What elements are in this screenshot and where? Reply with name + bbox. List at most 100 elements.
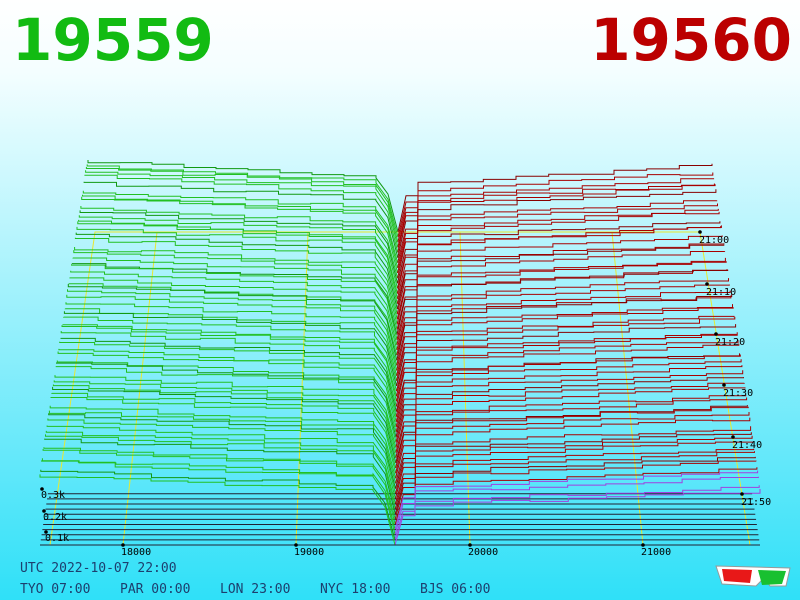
ask-depth-line [395,365,743,428]
ask-depth-line [395,340,739,402]
ask-depth-line [396,307,734,371]
bid-depth-line [45,430,396,505]
bid-depth-line [56,360,397,433]
ask-depth-line [396,284,730,346]
ask-depth-line [396,257,726,320]
time-label: 21:10 [706,287,736,298]
bid-depth-line [45,434,396,510]
time-tick [740,492,744,496]
bid-depth-line [40,469,396,541]
ask-depth-line [396,324,737,387]
bid-depth-line [47,418,396,494]
bid-depth-line [61,325,397,402]
ask-depth-line [395,412,750,474]
city-time: PAR 00:00 [120,582,190,597]
depth-label: 0.3k [41,490,65,501]
ask-depth-line [394,448,755,505]
ask-depth-line [397,184,716,253]
ask-depth-line [397,221,721,284]
bid-depth-line [41,458,396,530]
ask-depth-line [396,251,726,315]
depth-tick [44,530,48,534]
bid-depth-line [49,405,397,479]
bid-depth-line [85,167,399,243]
ask-depth-line [395,359,742,423]
ask-depth-line [394,441,754,499]
ask-depth-line [396,304,733,366]
time-tick [705,282,709,286]
bid-depth-line [60,331,397,407]
bid-depth-line [84,174,399,253]
city-time: TYO 07:00 [20,582,90,597]
bid-depth-line [39,474,396,546]
ask-depth-line [395,395,747,453]
time-tick [714,332,718,336]
plot: 18000 19000 20000 21000 21:00 21:10 21:20 21:30… [39,160,771,558]
bid-depth-line [59,341,397,417]
depth-label: 0.2k [43,512,67,523]
time-label: 21:00 [699,235,729,246]
ask-depth-line [394,456,756,515]
bid-depth-line [74,237,398,315]
bid-depth-line [70,270,398,346]
bid-depth-line [63,311,397,387]
bid-depth-line [80,206,399,279]
price-label: 19000 [294,547,324,558]
ask-depth-line [396,225,722,294]
ask-depth-line [395,343,740,407]
ask-depth-line [394,451,755,510]
floor-grid-line [295,231,309,546]
time-label: 21:50 [741,497,771,508]
bid-depth-line [51,392,397,469]
bid-depth-line [78,215,398,289]
price-tick [468,543,472,547]
ask-depth-line [396,261,727,325]
ask-depth-line [396,243,725,310]
price-tick [294,543,298,547]
price-label: 21000 [641,547,671,558]
price-tick [641,543,645,547]
bid-price: 19559 [12,6,214,74]
ask-depth-line [395,432,752,489]
bid-depth-line [83,181,399,258]
ask-price: 19560 [590,6,792,74]
bid-depth-line [66,294,398,371]
bid-depth-line [50,397,397,474]
bid-depth-line [44,438,396,515]
ask-depth-line [395,406,749,469]
ask-depth-line [394,460,757,520]
utc-time: UTC 2022-10-07 22:00 [20,561,177,576]
ask-depth-line [396,333,737,392]
bid-depth-line [81,196,399,274]
time-tick [731,435,735,439]
ask-depth-line [396,290,731,351]
bid-depth-line [55,366,397,443]
bid-depth-line [71,264,398,340]
depth-tick [40,487,44,491]
ask-depth-line [394,470,759,530]
ask-depth-line [397,189,717,258]
ask-depth-line [397,211,720,279]
bid-depth-line [82,190,399,263]
time-label: 21:40 [732,440,762,451]
bid-depth-line [48,410,397,484]
ask-depth-line [395,370,744,433]
ask-depth-line [394,467,758,525]
ask-depth-line [397,183,715,248]
depth-label: 0.1k [45,533,69,544]
bid-depth-line [77,221,398,299]
depth-tick [42,509,46,513]
ask-depth-line [395,377,744,438]
bid-depth-line [79,210,398,284]
ask-depth-line [395,426,752,484]
ask-depth-line [396,316,736,381]
bid-depth-line [63,316,397,392]
bid-depth-line [52,384,397,458]
bid-depth-line [54,375,397,448]
ask-depth-line [396,235,723,299]
bid-depth-line [76,226,398,304]
ask-depth-line [395,387,746,448]
ask-depth-line [394,476,759,535]
ask-depth-line [395,332,738,397]
